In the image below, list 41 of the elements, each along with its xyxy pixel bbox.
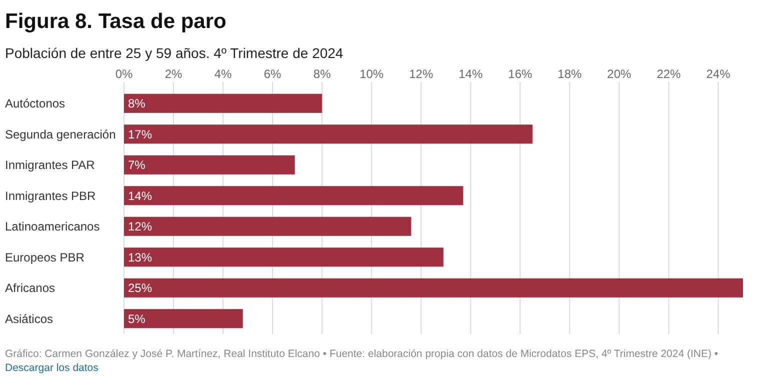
bar xyxy=(124,186,464,206)
bar xyxy=(124,94,322,113)
data-label: 13% xyxy=(128,250,152,264)
y-tick-label: Inmigrantes PBR xyxy=(5,188,96,203)
x-tick-label: 4% xyxy=(214,67,232,81)
y-tick-label: Inmigrantes PAR xyxy=(5,158,96,172)
bar xyxy=(124,155,295,174)
x-tick-label: 12% xyxy=(409,67,434,81)
y-tick-label: Africanos xyxy=(5,281,56,296)
y-tick-label: Asiáticos xyxy=(5,312,54,326)
bar xyxy=(124,278,743,298)
x-tick-label: 22% xyxy=(656,67,682,81)
text: Gráfico: Carmen González y José P. Martínez, Real Instituto Elcano • Fuente: elaboración propia con datos de Microdatos EPS, 4º Trimestre 2024 (INE) • xyxy=(5,348,718,360)
bar xyxy=(124,309,243,328)
y-tick-label: Autóctonos xyxy=(5,96,66,111)
data-label: 12% xyxy=(128,220,152,234)
x-tick-label: 16% xyxy=(508,67,532,81)
bar xyxy=(124,124,533,144)
x-tick-label: 18% xyxy=(558,67,582,81)
x-tick-label: 6% xyxy=(264,67,282,81)
x-tick-label: 8% xyxy=(313,67,332,81)
y-tick-label: Europeos PBR xyxy=(5,250,85,264)
x-tick-label: 24% xyxy=(706,67,731,81)
x-tick-label: 20% xyxy=(607,67,632,81)
x-tick-label: 2% xyxy=(164,67,183,81)
x-tick-label: 0% xyxy=(115,67,133,81)
data-label: 14% xyxy=(128,188,152,203)
data-label: 17% xyxy=(128,127,152,142)
data-label: 5% xyxy=(128,312,146,326)
data-label: 8% xyxy=(128,96,146,111)
data-label: 7% xyxy=(128,158,146,172)
chart-title: Figura 8. Tasa de paro xyxy=(5,10,226,33)
y-tick-label: Latinoamericanos xyxy=(5,220,100,234)
x-tick-label: 14% xyxy=(458,67,483,81)
bar xyxy=(124,248,444,267)
bar xyxy=(124,216,412,236)
chart-subtitle: Población de entre 25 y 59 años. 4º Trimestre de 2024 xyxy=(5,45,344,61)
data-label: 25% xyxy=(128,281,152,296)
x-tick-label: 10% xyxy=(360,67,384,81)
text: Descargar los datos xyxy=(5,362,98,374)
y-tick-label: Segunda generación xyxy=(5,127,116,142)
